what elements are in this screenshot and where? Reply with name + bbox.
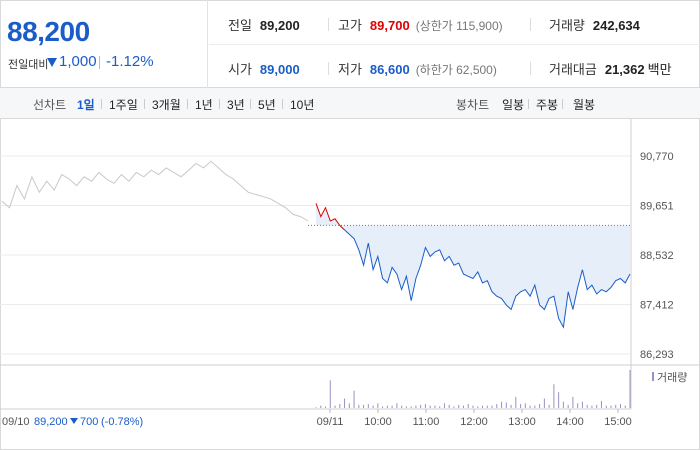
prev-day-price: 89,200 — [34, 416, 68, 428]
period-5-year[interactable]: 5년 — [258, 98, 276, 112]
stat-divider — [530, 18, 531, 31]
price-tick-label: 87,412 — [640, 300, 674, 312]
stat-divider — [530, 62, 531, 75]
time-tick-label: 10:00 — [364, 416, 392, 428]
high-value: 89,700 — [369, 18, 410, 33]
stat-divider — [328, 62, 329, 75]
amount-label: 거래대금 — [549, 62, 597, 77]
price-summary: 88,200 전일대비 1,000 -1.12% 전일 89,200 고가 89,7… — [0, 0, 700, 88]
time-tick-label: 09/11 — [317, 416, 344, 428]
volume-label: 거래량 — [549, 18, 585, 33]
candle-daily[interactable]: 일봉 — [502, 98, 525, 112]
price-tick-label: 89,651 — [640, 201, 674, 213]
change-amount: 1,000 — [59, 53, 97, 70]
toolbar-divider — [250, 99, 251, 109]
upper-limit: (상한가 115,900) — [415, 19, 503, 33]
candle-chart-label: 봉차트 — [456, 98, 490, 112]
stat-divider — [328, 18, 329, 31]
stat-open: 시가 89,000 — [228, 59, 300, 78]
below-reference-area — [316, 203, 630, 328]
summary-row-divider — [209, 44, 700, 45]
toolbar-divider — [187, 99, 188, 109]
time-tick-label: 11:00 — [413, 416, 440, 428]
down-triangle-icon — [47, 58, 57, 67]
toolbar-divider — [282, 99, 283, 109]
stat-prev-close: 전일 89,200 — [228, 15, 300, 34]
prev-day-change: 700 — [80, 416, 98, 428]
today-price-line-down — [344, 229, 631, 329]
low-value: 86,600 — [369, 62, 410, 77]
amount-unit: 백만 — [647, 62, 672, 77]
volume-legend-label: 거래량 — [657, 371, 687, 384]
change-label: 전일대비 — [8, 59, 49, 71]
stat-low: 저가 86,600 (하한가 62,500) — [338, 59, 497, 78]
candle-weekly[interactable]: 주봉 — [536, 98, 559, 112]
period-3-month[interactable]: 3개월 — [152, 98, 181, 112]
toolbar-divider — [219, 99, 220, 109]
current-price: 88,200 — [7, 16, 90, 47]
change-percent: -1.12% — [106, 53, 154, 70]
price-tick-label: 86,293 — [640, 349, 674, 361]
stat-high: 고가 89,700 (상한가 115,900) — [338, 15, 503, 34]
toolbar-divider — [528, 99, 529, 109]
time-tick-label: 13:00 — [508, 416, 536, 428]
time-tick-label: 15:00 — [604, 416, 632, 428]
today-price-line-up — [315, 203, 345, 231]
toolbar-divider — [144, 99, 145, 109]
period-1-day[interactable]: 1일 — [77, 98, 95, 112]
volume-legend-swatch — [652, 372, 654, 381]
prev-close-label: 전일 — [228, 18, 252, 33]
time-tick-label: 12:00 — [460, 416, 488, 428]
prev-close-value: 89,200 — [259, 18, 300, 33]
stat-amount: 거래대금 21,362 백만 — [549, 59, 672, 78]
stock-chart: 90,770 89,651 88,532 87,412 86,293 거래량 09/11… — [0, 119, 700, 428]
period-3-year[interactable]: 3년 — [227, 98, 245, 112]
toolbar-divider — [101, 99, 102, 109]
time-tick-label: 14:00 — [556, 416, 584, 428]
low-label: 저가 — [338, 62, 362, 77]
price-tick-label: 88,532 — [640, 250, 674, 262]
current-price-box: 88,200 전일대비 1,000 -1.12% — [0, 0, 208, 88]
prev-day-price-line — [1, 160, 309, 222]
volume-value: 242,634 — [592, 18, 640, 33]
high-label: 고가 — [338, 18, 362, 33]
change-divider — [99, 56, 100, 69]
open-value: 89,000 — [259, 62, 300, 77]
prev-day-percent: (-0.78%) — [101, 416, 143, 428]
period-1-week[interactable]: 1주일 — [109, 98, 138, 112]
prev-day-down-icon — [70, 418, 78, 424]
lower-limit: (하한가 62,500) — [415, 63, 497, 77]
chart-toolbar: 선차트 1일 1주일 3개월 1년 3년 5년 10년 봉차트 일봉 주봉 월봉 — [0, 88, 700, 119]
period-10-year[interactable]: 10년 — [290, 98, 315, 112]
period-1-year[interactable]: 1년 — [195, 98, 213, 112]
amount-value: 21,362 — [604, 62, 645, 77]
price-tick-label: 90,770 — [640, 151, 674, 163]
line-chart-label: 선차트 — [33, 98, 67, 112]
candle-monthly[interactable]: 월봉 — [573, 98, 596, 112]
open-label: 시가 — [228, 62, 252, 77]
toolbar-divider — [562, 99, 563, 109]
prev-day-date: 09/10 — [2, 416, 30, 428]
stat-volume: 거래량 242,634 — [549, 15, 640, 34]
